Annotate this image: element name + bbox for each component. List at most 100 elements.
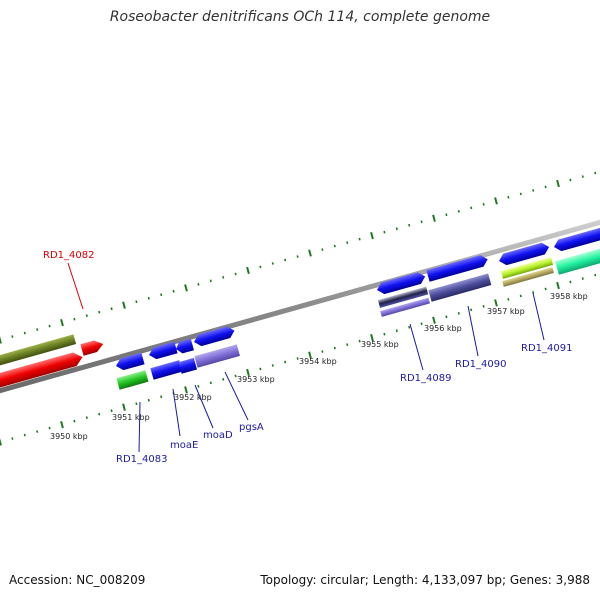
minor-tick: [544, 185, 547, 189]
gene-rd1-4089-upper[interactable]: [375, 271, 426, 296]
accession-text: Accession: NC_008209: [9, 573, 146, 587]
major-tick: [122, 301, 126, 309]
major-tick: [60, 420, 64, 429]
gene-rd1-4089-dark[interactable]: [377, 286, 429, 308]
minor-tick: [482, 202, 485, 206]
minor-tick: [445, 315, 448, 319]
major-tick: [494, 197, 498, 205]
gene-label-rd1-4082[interactable]: RD1_4082: [43, 250, 94, 261]
minor-tick: [85, 314, 88, 318]
major-tick: [556, 281, 560, 290]
minor-tick: [482, 304, 485, 308]
gene-rd1-4090-upper[interactable]: [426, 253, 489, 282]
genome-backbone: [0, 219, 600, 394]
scale-label: 3955 kbp: [361, 340, 399, 349]
gene-labels: RD1_4082 RD1_4083 moaE moaD pgsA RD1_408…: [43, 250, 572, 465]
minor-tick: [172, 289, 175, 293]
gene-pgsa-upper[interactable]: [192, 325, 236, 348]
label-leaders: [67, 262, 545, 453]
gene-rd1-4083-blue[interactable]: [114, 352, 145, 372]
gene-rd1-4082[interactable]: [0, 350, 84, 390]
minor-tick: [581, 175, 584, 178]
gene-label-moae[interactable]: moaE: [170, 440, 198, 451]
minor-tick: [321, 248, 324, 251]
minor-tick: [234, 374, 237, 378]
minor-tick: [73, 317, 76, 321]
minor-tick: [23, 331, 26, 335]
minor-tick: [594, 171, 597, 175]
minor-tick: [11, 437, 14, 440]
minor-tick: [284, 258, 287, 262]
minor-tick: [48, 426, 51, 430]
minor-tick: [420, 220, 423, 224]
minor-tick: [519, 294, 522, 298]
gene-label-rd1-4090[interactable]: RD1_4090: [455, 359, 506, 370]
minor-tick: [507, 195, 510, 199]
gene-rd1-4091-upper[interactable]: [497, 241, 550, 267]
minor-tick: [36, 430, 39, 433]
gene-moae-upper[interactable]: [147, 341, 178, 361]
minor-tick: [296, 255, 299, 258]
minor-tick: [259, 265, 262, 269]
gene-red-small[interactable]: [80, 338, 104, 356]
gene-label-pgsa[interactable]: pgsA: [239, 422, 264, 433]
minor-tick: [457, 209, 460, 213]
minor-tick: [321, 350, 324, 353]
gene-right-mint[interactable]: [555, 245, 600, 275]
gene-rd1-4091-lime[interactable]: [500, 257, 554, 279]
gene-moae[interactable]: [150, 360, 183, 380]
minor-tick: [209, 381, 212, 385]
minor-tick: [383, 332, 386, 336]
minor-tick: [532, 189, 535, 192]
gene-label-moad[interactable]: moaD: [203, 430, 233, 441]
reverse-scale-ticks: [0, 273, 597, 446]
minor-tick: [197, 282, 200, 286]
minor-tick: [160, 293, 163, 297]
major-tick: [308, 249, 312, 257]
major-tick: [60, 318, 64, 327]
minor-tick: [222, 275, 225, 279]
minor-tick: [209, 279, 212, 283]
minor-tick: [284, 360, 287, 364]
gene-rd1-4089[interactable]: [380, 297, 430, 317]
minor-tick: [85, 416, 88, 420]
scale-label: 3952 kbp: [174, 393, 212, 402]
major-tick: [246, 368, 250, 377]
minor-tick: [519, 192, 522, 196]
minor-tick: [346, 241, 349, 245]
minor-tick: [420, 322, 423, 326]
minor-tick: [11, 335, 14, 338]
minor-tick: [358, 339, 361, 343]
minor-tick: [259, 367, 262, 371]
minor-tick: [408, 325, 411, 329]
gene-rd1-4091[interactable]: [502, 267, 554, 287]
gene-right-blue[interactable]: [552, 225, 600, 253]
major-tick: [370, 334, 374, 342]
major-tick: [184, 284, 188, 292]
minor-tick: [135, 300, 138, 304]
major-tick: [432, 214, 436, 222]
gene-label-rd1-4091[interactable]: RD1_4091: [521, 343, 572, 354]
minor-tick: [395, 329, 398, 333]
gene-moad-upper[interactable]: [174, 338, 194, 355]
map-title: Roseobacter denitrificans OCh 114, compl…: [109, 9, 491, 25]
minor-tick: [222, 377, 225, 381]
gene-rd1-4082-olive[interactable]: [0, 334, 77, 368]
minor-tick: [135, 402, 138, 406]
scale-label: 3957 kbp: [487, 307, 525, 316]
minor-tick: [23, 433, 26, 437]
major-tick: [556, 179, 560, 188]
minor-tick: [98, 310, 101, 314]
gene-label-rd1-4089[interactable]: RD1_4089: [400, 373, 451, 384]
gene-rd1-4090[interactable]: [428, 273, 492, 302]
gene-rd1-4083[interactable]: [116, 370, 149, 390]
gene-pgsa[interactable]: [194, 344, 240, 368]
major-tick: [184, 386, 188, 394]
minor-tick: [160, 395, 163, 399]
gene-label-rd1-4083[interactable]: RD1_4083: [116, 454, 167, 465]
gene-moad[interactable]: [178, 357, 198, 374]
scale-label: 3950 kbp: [50, 432, 88, 441]
minor-tick: [147, 398, 150, 402]
minor-tick: [296, 357, 299, 360]
